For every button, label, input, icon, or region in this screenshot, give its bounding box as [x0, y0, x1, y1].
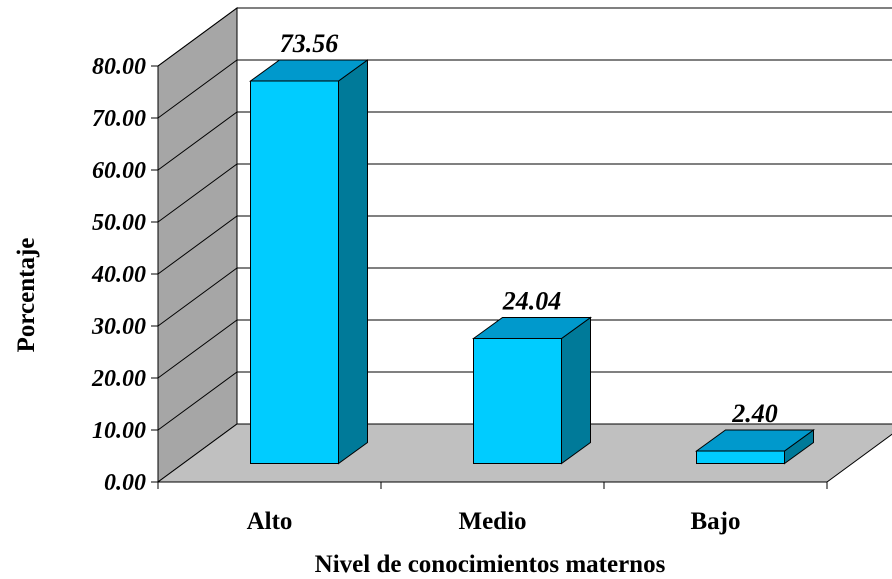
y-tick-label: 70.00 — [92, 106, 146, 132]
data-labels: 73.56 24.04 2.40 — [280, 29, 778, 428]
gridline — [157, 267, 892, 327]
bar-bajo — [694, 429, 816, 465]
y-axis-ticks: 0.00 10.00 20.00 30.00 40.00 50.00 60.00 70.00 8… — [91, 54, 828, 496]
category-label-bajo: Bajo — [691, 508, 741, 535]
y-tick-label: 80.00 — [92, 54, 146, 80]
bar-side-face — [338, 59, 368, 465]
y-tick-label: 30.00 — [91, 314, 146, 340]
data-label-bajo: 2.40 — [731, 399, 778, 428]
y-axis-title: Porcentaje — [13, 238, 40, 353]
category-label-alto: Alto — [247, 508, 293, 535]
bar-front-face — [250, 80, 339, 464]
gridlines — [157, 7, 892, 483]
bar-medio — [471, 316, 593, 465]
gridline — [157, 59, 892, 119]
bars — [248, 59, 816, 465]
y-tick-label: 20.00 — [91, 366, 146, 392]
bar-front-face — [473, 337, 562, 465]
category-label-medio: Medio — [458, 508, 526, 535]
gridline — [157, 7, 892, 67]
data-label-alto: 73.56 — [280, 29, 339, 58]
y-tick-label: 40.00 — [91, 262, 146, 288]
bar-alto — [248, 59, 370, 465]
data-label-medio: 24.04 — [502, 286, 562, 315]
x-axis-title: Nivel de conocimientos maternos — [315, 551, 666, 578]
gridline — [157, 371, 892, 431]
bar-front-face — [696, 450, 785, 464]
gridline — [157, 215, 892, 275]
gridline — [157, 319, 892, 379]
y-tick-label: 50.00 — [92, 210, 146, 236]
bar-side-face — [561, 316, 591, 465]
category-labels: Alto Medio Bajo — [247, 508, 741, 535]
y-tick-label: 0.00 — [104, 470, 146, 496]
y-tick-label: 10.00 — [92, 418, 146, 444]
gridline — [157, 111, 892, 171]
y-tick-label: 60.00 — [92, 158, 146, 184]
gridline — [157, 163, 892, 223]
